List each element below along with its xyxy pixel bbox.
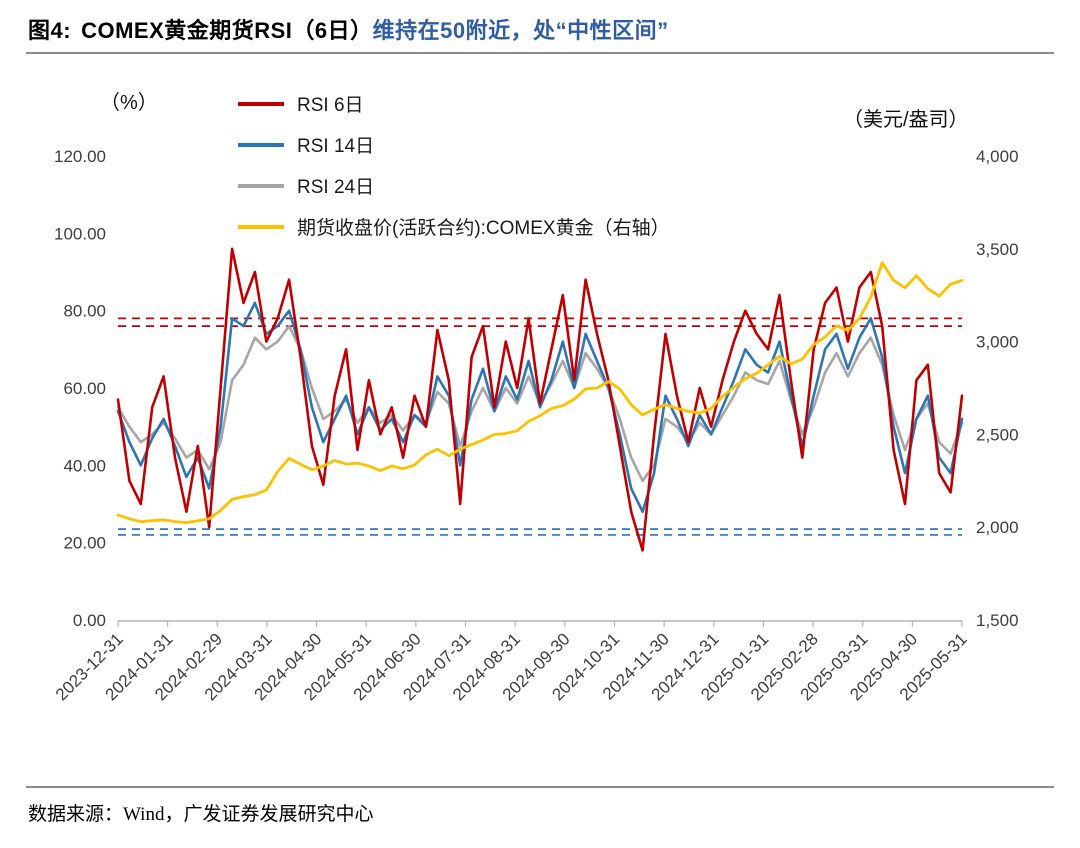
chart-legend: RSI 6日 RSI 14日 RSI 24日 期货收盘价(活跃合约):COMEX… (238, 90, 670, 240)
series-line-1 (116, 301, 964, 514)
legend-swatch (238, 142, 284, 147)
figure-title-highlight: 维持在50附近，处“中性区间” (372, 18, 669, 43)
right-axis-tick: 3,000 (976, 333, 1019, 352)
right-axis-tick: 1,500 (976, 611, 1019, 630)
legend-item: RSI 14日 (238, 131, 670, 158)
legend-swatch (238, 224, 284, 229)
left-axis-tick: 40.00 (63, 456, 106, 475)
figure-title-main: COMEX黄金期货RSI（6日） (81, 18, 373, 43)
right-axis-tick: 2,500 (976, 425, 1019, 444)
legend-item: 期货收盘价(活跃合约):COMEX黄金（右轴） (238, 213, 670, 240)
left-axis-tick: 100.00 (54, 224, 106, 243)
chart-svg: 0.00 20.00 40.00 60.00 80.00 100.00 120.00 1,50… (52, 147, 1019, 704)
footer-divider (26, 786, 1054, 788)
legend-label: RSI 14日 (297, 136, 375, 157)
right-axis-unit: （美元/盎司） (843, 109, 969, 131)
header-divider (26, 52, 1054, 54)
legend-swatch (238, 183, 284, 188)
figure-title: 图4: COMEX黄金期货RSI（6日）维持在50附近，处“中性区间” (28, 13, 669, 45)
data-source: 数据来源：Wind，广发证券发展研究中心 (28, 804, 374, 825)
figure-label: 图4: (28, 18, 72, 43)
left-axis-tick: 0.00 (73, 611, 106, 630)
legend-label: RSI 6日 (297, 95, 364, 116)
left-axis-tick: 20.00 (63, 534, 106, 553)
left-axis-tick: 60.00 (63, 379, 106, 398)
right-axis-tick: 3,500 (976, 240, 1019, 259)
legend-item: RSI 24日 (238, 172, 670, 199)
legend-label: 期货收盘价(活跃合约):COMEX黄金（右轴） (297, 218, 670, 239)
legend-item: RSI 6日 (238, 90, 670, 117)
left-axis-unit: （%） (100, 92, 158, 114)
left-axis-tick: 80.00 (63, 302, 106, 321)
right-axis-tick: 2,000 (976, 518, 1019, 537)
right-axis-tick: 4,000 (976, 147, 1019, 166)
series-line-0 (116, 247, 964, 552)
left-axis-tick: 120.00 (54, 147, 106, 166)
series-line-3 (116, 261, 964, 524)
legend-label: RSI 24日 (297, 177, 375, 198)
legend-swatch (238, 101, 284, 106)
